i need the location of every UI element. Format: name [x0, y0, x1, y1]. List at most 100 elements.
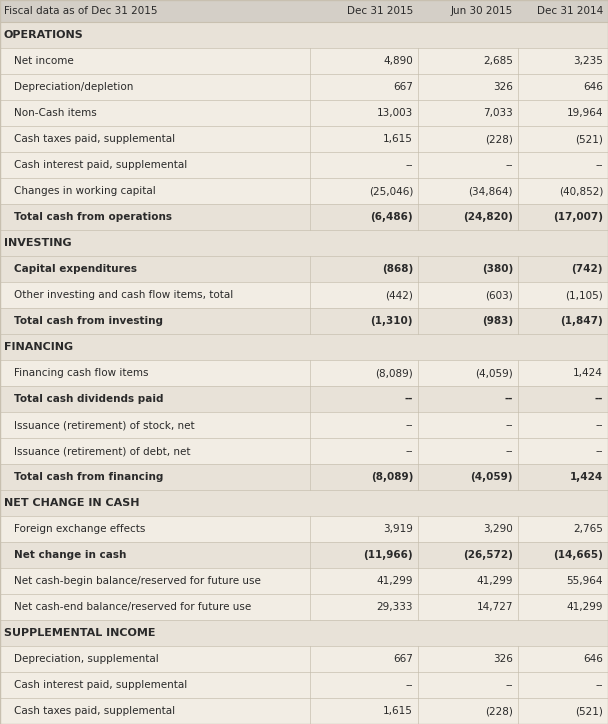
- Text: --: --: [505, 420, 513, 430]
- Text: 326: 326: [493, 82, 513, 92]
- Bar: [0, 438, 608, 464]
- Text: Net income: Net income: [14, 56, 74, 66]
- Text: Total cash from financing: Total cash from financing: [14, 472, 164, 482]
- Text: --: --: [404, 394, 413, 404]
- Text: (228): (228): [485, 134, 513, 144]
- Bar: [0, 22, 608, 48]
- Text: 7,033: 7,033: [483, 108, 513, 118]
- Text: 29,333: 29,333: [376, 602, 413, 612]
- Text: 2,685: 2,685: [483, 56, 513, 66]
- Text: (1,105): (1,105): [565, 290, 603, 300]
- Text: --: --: [595, 446, 603, 456]
- Text: Changes in working capital: Changes in working capital: [14, 186, 156, 196]
- Text: (8,089): (8,089): [371, 472, 413, 482]
- Text: Cash interest paid, supplemental: Cash interest paid, supplemental: [14, 160, 187, 170]
- Text: 646: 646: [583, 82, 603, 92]
- Text: 41,299: 41,299: [376, 576, 413, 586]
- Bar: [0, 256, 608, 282]
- Bar: [0, 308, 608, 334]
- Text: (521): (521): [575, 134, 603, 144]
- Text: 1,424: 1,424: [570, 472, 603, 482]
- Text: Cash taxes paid, supplemental: Cash taxes paid, supplemental: [14, 706, 175, 716]
- Text: Dec 31 2015: Dec 31 2015: [347, 6, 413, 16]
- Text: 41,299: 41,299: [567, 602, 603, 612]
- Bar: [0, 568, 608, 594]
- Text: (4,059): (4,059): [475, 368, 513, 378]
- Text: SUPPLEMENTAL INCOME: SUPPLEMENTAL INCOME: [4, 628, 156, 638]
- Text: Cash interest paid, supplemental: Cash interest paid, supplemental: [14, 680, 187, 690]
- Text: 667: 667: [393, 654, 413, 664]
- Text: 646: 646: [583, 654, 603, 664]
- Text: (1,310): (1,310): [370, 316, 413, 326]
- Text: --: --: [406, 420, 413, 430]
- Text: Jun 30 2015: Jun 30 2015: [451, 6, 513, 16]
- Text: (380): (380): [482, 264, 513, 274]
- Text: Dec 31 2014: Dec 31 2014: [537, 6, 603, 16]
- Text: --: --: [595, 160, 603, 170]
- Text: NET CHANGE IN CASH: NET CHANGE IN CASH: [4, 498, 139, 508]
- Bar: [0, 152, 608, 178]
- Text: (34,864): (34,864): [469, 186, 513, 196]
- Text: (983): (983): [482, 316, 513, 326]
- Text: Issuance (retirement) of debt, net: Issuance (retirement) of debt, net: [14, 446, 190, 456]
- Text: Net change in cash: Net change in cash: [14, 550, 126, 560]
- Text: Non-Cash items: Non-Cash items: [14, 108, 97, 118]
- Text: 19,964: 19,964: [567, 108, 603, 118]
- Bar: [0, 386, 608, 412]
- Text: Capital expenditures: Capital expenditures: [14, 264, 137, 274]
- Text: 1,615: 1,615: [383, 134, 413, 144]
- Bar: [0, 594, 608, 620]
- Bar: [0, 126, 608, 152]
- Text: Depreciation/depletion: Depreciation/depletion: [14, 82, 133, 92]
- Text: --: --: [406, 680, 413, 690]
- Text: Net cash-end balance/reserved for future use: Net cash-end balance/reserved for future…: [14, 602, 251, 612]
- Text: (521): (521): [575, 706, 603, 716]
- Text: 3,290: 3,290: [483, 524, 513, 534]
- Bar: [0, 542, 608, 568]
- Bar: [0, 464, 608, 490]
- Text: --: --: [406, 160, 413, 170]
- Bar: [0, 620, 608, 646]
- Text: Depreciation, supplemental: Depreciation, supplemental: [14, 654, 159, 664]
- Text: --: --: [595, 420, 603, 430]
- Text: 13,003: 13,003: [377, 108, 413, 118]
- Text: 1,615: 1,615: [383, 706, 413, 716]
- Text: --: --: [406, 446, 413, 456]
- Text: (868): (868): [382, 264, 413, 274]
- Text: 2,765: 2,765: [573, 524, 603, 534]
- Text: --: --: [505, 160, 513, 170]
- Bar: [0, 698, 608, 724]
- Text: Foreign exchange effects: Foreign exchange effects: [14, 524, 145, 534]
- Text: Net cash-begin balance/reserved for future use: Net cash-begin balance/reserved for futu…: [14, 576, 261, 586]
- Text: 3,919: 3,919: [383, 524, 413, 534]
- Text: Total cash from operations: Total cash from operations: [14, 212, 172, 222]
- Text: (6,486): (6,486): [370, 212, 413, 222]
- Bar: [0, 74, 608, 100]
- Text: OPERATIONS: OPERATIONS: [4, 30, 84, 40]
- Bar: [0, 178, 608, 204]
- Text: (40,852): (40,852): [559, 186, 603, 196]
- Text: 667: 667: [393, 82, 413, 92]
- Text: (11,966): (11,966): [364, 550, 413, 560]
- Text: (8,089): (8,089): [375, 368, 413, 378]
- Text: --: --: [595, 394, 603, 404]
- Bar: [0, 0, 608, 22]
- Text: 326: 326: [493, 654, 513, 664]
- Text: (1,847): (1,847): [560, 316, 603, 326]
- Text: Issuance (retirement) of stock, net: Issuance (retirement) of stock, net: [14, 420, 195, 430]
- Bar: [0, 672, 608, 698]
- Text: (26,572): (26,572): [463, 550, 513, 560]
- Bar: [0, 490, 608, 516]
- Text: Other investing and cash flow items, total: Other investing and cash flow items, tot…: [14, 290, 233, 300]
- Text: (4,059): (4,059): [471, 472, 513, 482]
- Bar: [0, 646, 608, 672]
- Text: (742): (742): [572, 264, 603, 274]
- Text: Financing cash flow items: Financing cash flow items: [14, 368, 148, 378]
- Text: 4,890: 4,890: [383, 56, 413, 66]
- Bar: [0, 230, 608, 256]
- Bar: [0, 360, 608, 386]
- Text: Total cash dividends paid: Total cash dividends paid: [14, 394, 164, 404]
- Text: Total cash from investing: Total cash from investing: [14, 316, 163, 326]
- Text: FINANCING: FINANCING: [4, 342, 73, 352]
- Text: --: --: [595, 680, 603, 690]
